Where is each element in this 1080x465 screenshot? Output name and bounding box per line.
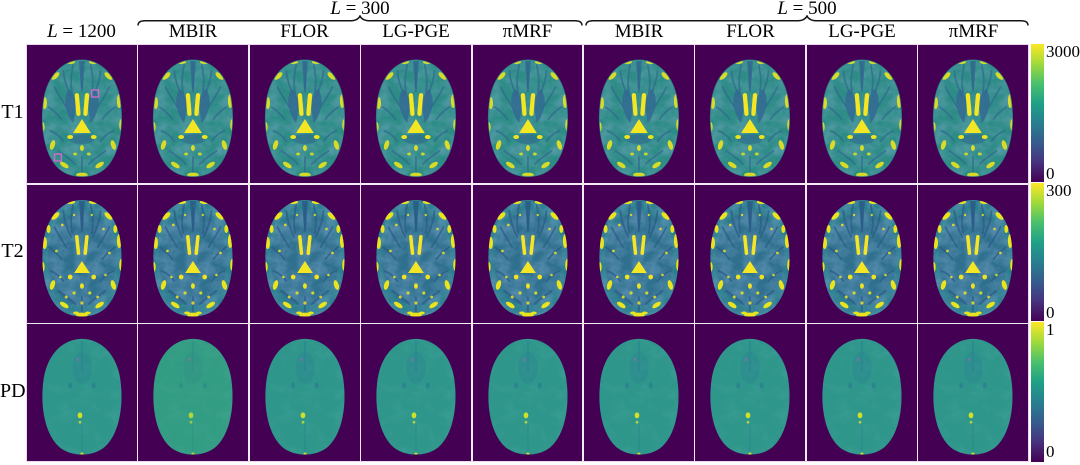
roi-marker bbox=[91, 89, 100, 98]
column-label-l-1200-0: L = 1200 bbox=[47, 21, 116, 42]
colorbar-t2-max-label: 300 bbox=[1046, 181, 1072, 200]
colorbar-pd bbox=[1031, 322, 1044, 462]
column-label-flor-2: FLOR bbox=[280, 21, 329, 42]
map-grid bbox=[26, 44, 1029, 462]
colorbar-t1-max-label: 3000 bbox=[1046, 42, 1080, 61]
colorbar-pd-min-label: 0 bbox=[1046, 442, 1055, 461]
map-t1-flor-l300 bbox=[249, 45, 360, 183]
column-label-mbir-1: MBIR bbox=[168, 21, 218, 42]
brace-l500 bbox=[585, 15, 1029, 26]
map-t2-flor-l500 bbox=[695, 184, 806, 323]
map-t2-lg-pge-l500 bbox=[806, 184, 917, 323]
column-label-lg-pge-7: LG-PGE bbox=[828, 21, 896, 42]
colorbar-t2-min-label: 0 bbox=[1046, 303, 1055, 322]
map-pd-mrf-l300 bbox=[472, 324, 583, 461]
column-label-mrf-8: πMRF bbox=[948, 21, 999, 42]
map-t1-mbir-l300 bbox=[138, 45, 249, 183]
map-pd-flor-l500 bbox=[695, 324, 806, 461]
column-label-mbir-5: MBIR bbox=[614, 21, 664, 42]
map-pd-l-1200-l1200 bbox=[27, 324, 137, 461]
group-label-l500: L = 500 bbox=[777, 0, 837, 19]
group-label-l300: L = 300 bbox=[330, 0, 390, 19]
colorbar-pd-max-label: 1 bbox=[1046, 320, 1055, 339]
map-t2-mbir-l500 bbox=[583, 184, 694, 323]
row-label-t2: T2 bbox=[1, 240, 24, 262]
map-t1-lg-pge-l500 bbox=[806, 45, 917, 183]
map-pd-mbir-l300 bbox=[138, 324, 249, 461]
map-t1-mbir-l500 bbox=[583, 45, 694, 183]
map-pd-flor-l300 bbox=[249, 324, 360, 461]
map-t2-lg-pge-l300 bbox=[361, 184, 472, 323]
map-pd-lg-pge-l500 bbox=[806, 324, 917, 461]
row-label-pd: PD bbox=[0, 380, 26, 402]
map-t1-flor-l500 bbox=[695, 45, 806, 183]
brace-l300 bbox=[137, 15, 583, 26]
roi-marker bbox=[53, 153, 63, 162]
colorbar-t1-min-label: 0 bbox=[1046, 164, 1055, 183]
map-t1-mrf-l300 bbox=[472, 45, 583, 183]
map-pd-mrf-l500 bbox=[918, 324, 1028, 461]
map-t2-mbir-l300 bbox=[138, 184, 249, 323]
column-label-flor-6: FLOR bbox=[726, 21, 775, 42]
colorbar-t2 bbox=[1031, 183, 1044, 321]
map-t1-mrf-l500 bbox=[918, 45, 1028, 183]
column-label-mrf-4: πMRF bbox=[502, 21, 553, 42]
map-t1-l-1200-l1200 bbox=[27, 45, 137, 183]
colorbar-t1 bbox=[1031, 44, 1044, 182]
column-label-lg-pge-3: LG-PGE bbox=[382, 21, 450, 42]
map-t2-l-1200-l1200 bbox=[27, 184, 137, 323]
row-label-t1: T1 bbox=[1, 101, 24, 123]
map-t2-mrf-l300 bbox=[472, 184, 583, 323]
map-t1-lg-pge-l300 bbox=[361, 45, 472, 183]
map-pd-lg-pge-l300 bbox=[361, 324, 472, 461]
map-t2-flor-l300 bbox=[249, 184, 360, 323]
map-t2-mrf-l500 bbox=[918, 184, 1028, 323]
map-pd-mbir-l500 bbox=[583, 324, 694, 461]
